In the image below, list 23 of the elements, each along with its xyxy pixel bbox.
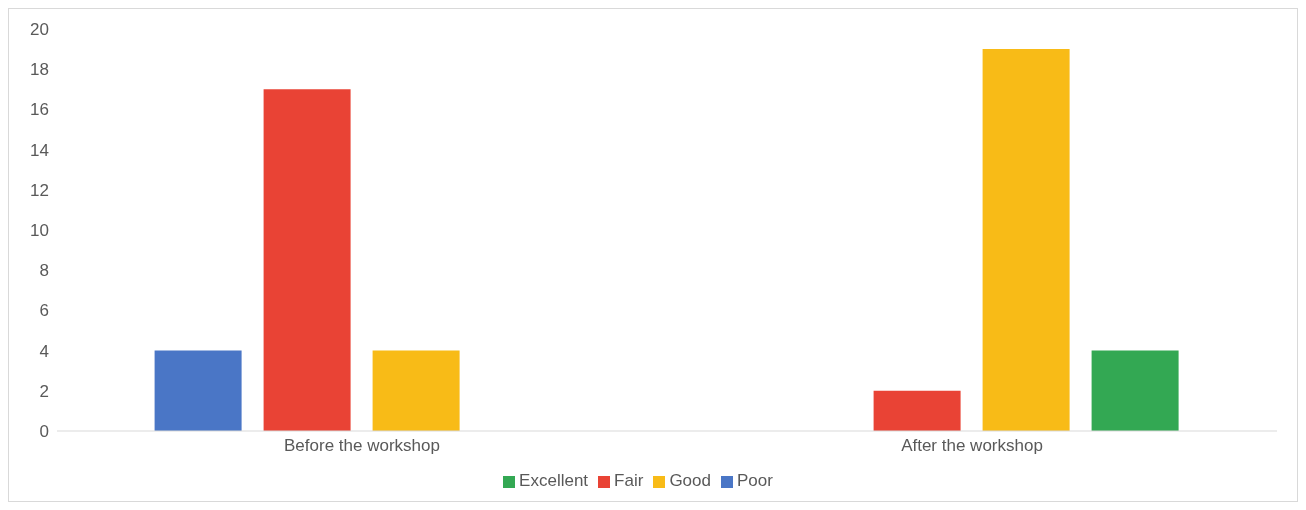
bar <box>154 350 242 431</box>
x-tick-label: Before the workshop <box>284 436 440 456</box>
y-tick-label: 20 <box>30 20 49 40</box>
y-tick-label: 14 <box>30 140 49 160</box>
y-tick-label: 6 <box>39 301 49 321</box>
bar <box>873 390 961 431</box>
legend-label: Fair <box>614 471 644 490</box>
y-tick-label: 10 <box>30 221 49 241</box>
bar <box>263 89 351 431</box>
x-tick-label: After the workshop <box>901 436 1043 456</box>
y-tick-label: 0 <box>39 422 49 442</box>
legend-label: Poor <box>736 471 773 490</box>
legend-label: Excellent <box>519 471 589 490</box>
y-tick-label: 12 <box>30 180 49 200</box>
y-tick-label: 2 <box>39 381 49 401</box>
y-tick-label: 18 <box>30 60 49 80</box>
bar <box>982 49 1070 431</box>
y-tick-label: 16 <box>30 100 49 120</box>
bar <box>1091 350 1179 431</box>
y-tick-label: 8 <box>39 261 49 281</box>
bar <box>372 350 460 431</box>
legend-label: Good <box>669 471 711 490</box>
y-tick-label: 4 <box>39 341 49 361</box>
